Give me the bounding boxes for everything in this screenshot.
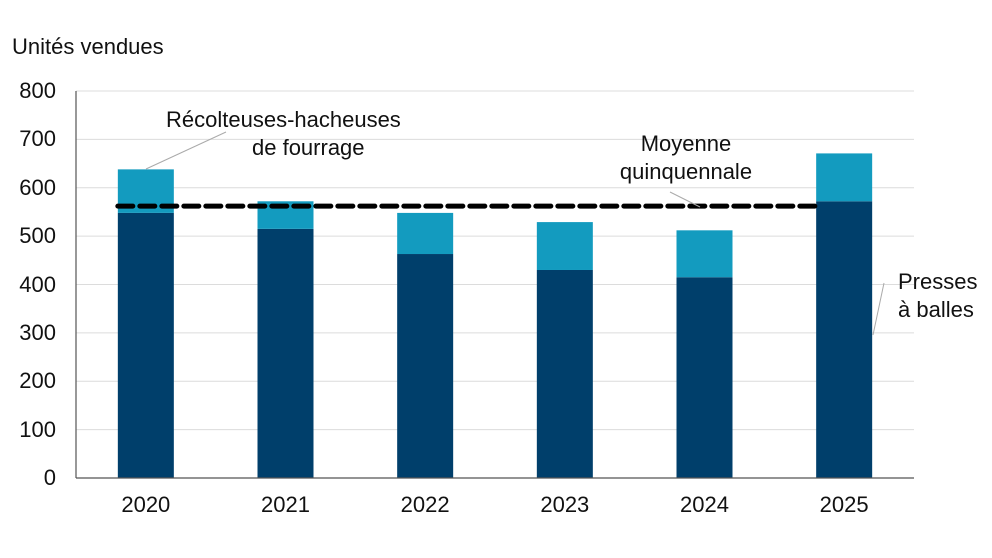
annotation-line-1: Récolteuses-hacheuses bbox=[166, 107, 401, 132]
bar-segment-forage-harvesters bbox=[397, 212, 454, 255]
annotation-line-1: Presses bbox=[898, 269, 978, 294]
y-tick-label: 500 bbox=[19, 223, 56, 249]
x-tick-label: 2020 bbox=[121, 492, 171, 517]
x-tick-label: 2025 bbox=[819, 492, 869, 517]
x-tick-label: 2022 bbox=[400, 492, 450, 517]
annotation-balers: Presses à balles bbox=[898, 268, 977, 324]
bar-segment-balers bbox=[536, 269, 593, 478]
y-axis-title: Unités vendues bbox=[12, 34, 164, 59]
x-tick-label: 2021 bbox=[261, 492, 310, 517]
annotation-forage-harvesters: Récolteuses-hacheuses de fourrage bbox=[166, 106, 401, 162]
annotation-five-year-average: Moyenne quinquennale bbox=[606, 130, 766, 186]
annotation-line-2: de fourrage bbox=[252, 135, 365, 160]
bar-segment-forage-harvesters bbox=[816, 153, 873, 202]
bar-segment-forage-harvesters bbox=[676, 230, 733, 278]
annotation-line-2: à balles bbox=[898, 297, 974, 322]
y-tick-label: 100 bbox=[19, 416, 56, 442]
y-tick-label: 600 bbox=[19, 174, 56, 200]
y-tick-label: 700 bbox=[19, 126, 56, 152]
y-tick-label: 400 bbox=[19, 271, 56, 297]
y-tick-label: 0 bbox=[43, 465, 56, 490]
y-tick-label: 800 bbox=[19, 78, 56, 103]
annotation-leader-line bbox=[145, 131, 227, 170]
bar-segment-balers bbox=[816, 201, 873, 479]
bar-segment-balers bbox=[397, 254, 454, 478]
annotation-leader-line bbox=[872, 282, 885, 336]
annotation-line-1: Moyenne bbox=[640, 131, 732, 156]
annotation-line-2: quinquennale bbox=[619, 159, 753, 184]
y-tick-label: 200 bbox=[19, 368, 56, 394]
x-tick-label: 2023 bbox=[540, 492, 590, 517]
bar-segment-balers bbox=[257, 228, 314, 478]
bar-segment-balers bbox=[117, 212, 174, 478]
y-tick-label: 300 bbox=[19, 319, 56, 345]
x-tick-label: 2024 bbox=[680, 492, 729, 517]
annotation-leader-line bbox=[669, 191, 701, 208]
bar-segment-balers bbox=[676, 277, 733, 478]
bar-segment-forage-harvesters bbox=[536, 222, 593, 270]
